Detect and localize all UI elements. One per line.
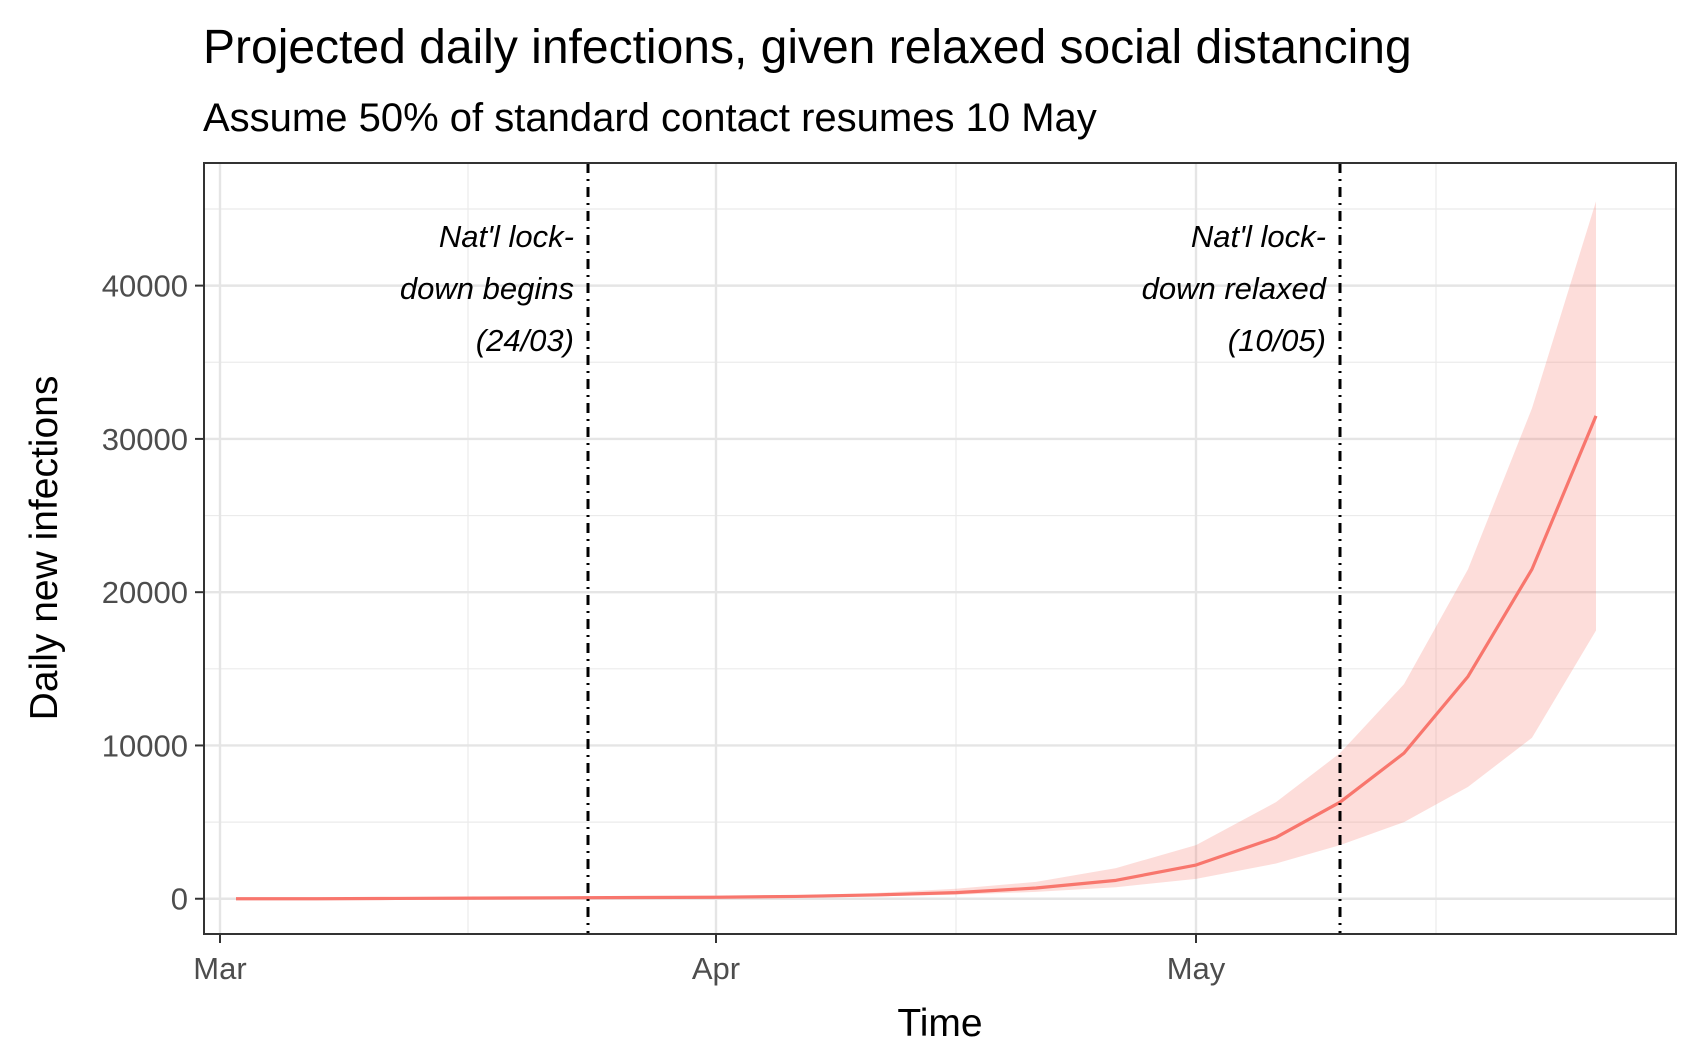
x-tick-label: Apr	[692, 951, 740, 986]
y-tick-label: 30000	[102, 422, 188, 457]
event-annotation-line: Nat'l lock-	[439, 219, 574, 254]
minor-gridlines	[204, 163, 1676, 934]
event-lines-layer: Nat'l lock-down begins (24/03) Nat'l lock-…	[400, 163, 1342, 934]
series-line-layer	[236, 415, 1598, 901]
plot-border	[203, 162, 1677, 935]
plot-background	[204, 163, 1676, 934]
x-axis-title: Time	[897, 1002, 982, 1045]
y-axis: 0 10000 20000 30000 40000	[102, 269, 204, 917]
series-line	[236, 415, 1598, 901]
event-annotation-line: down begins	[400, 271, 574, 306]
x-tick-label: Mar	[193, 951, 246, 986]
plot-panel: Nat'l lock-down begins (24/03) Nat'l lock-…	[203, 162, 1677, 935]
event-annotation-line: Nat'l lock-	[1191, 219, 1326, 254]
chart-subtitle: Assume 50% of standard contact resumes 1…	[203, 96, 1097, 140]
event-annotation-line: (10/05)	[1228, 323, 1326, 358]
chart-title: Projected daily infections, given relaxe…	[203, 21, 1412, 74]
y-tick-label: 20000	[102, 575, 188, 610]
x-tick-label: May	[1167, 951, 1226, 986]
event-annotation-line: (24/03)	[476, 323, 574, 358]
y-tick-label: 10000	[102, 728, 188, 763]
major-gridlines	[204, 163, 1676, 934]
event-annotation-line: down relaxed	[1142, 271, 1328, 306]
x-axis: Mar Apr May	[193, 934, 1226, 986]
y-tick-label: 0	[171, 882, 188, 917]
y-tick-label: 40000	[102, 269, 188, 304]
y-axis-title: Daily new infections	[23, 376, 66, 721]
